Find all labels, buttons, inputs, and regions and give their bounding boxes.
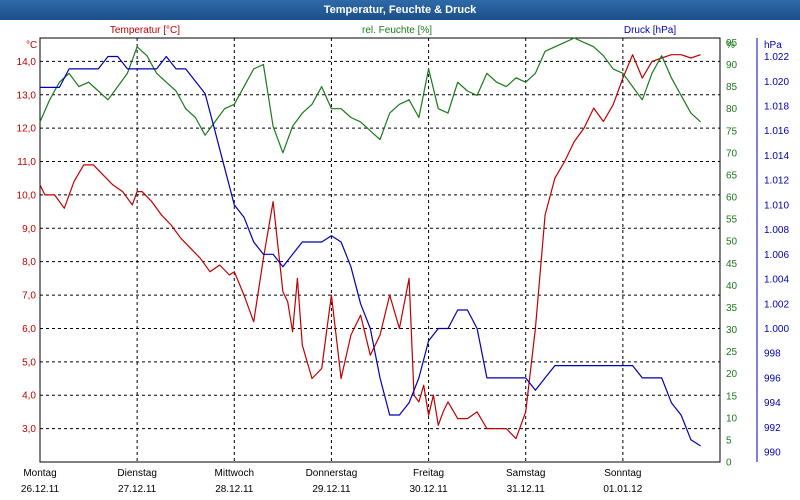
x-tick-day-label: Sonntag — [604, 468, 641, 479]
x-tick-day-label: Dienstag — [117, 468, 156, 479]
x-tick-day-label: Samstag — [506, 468, 545, 479]
x-tick-date-label: 27.12.11 — [118, 484, 157, 495]
pressure-tick-label: 1.014 — [764, 151, 789, 162]
pressure-tick-label: 992 — [764, 423, 781, 434]
humidity-tick-label: 0 — [726, 458, 732, 469]
pressure-tick-label: 1.008 — [764, 225, 789, 236]
pressure-tick-label: hPa — [764, 40, 782, 51]
pressure-series-line — [40, 55, 701, 447]
pressure-tick-label: 1.022 — [764, 52, 789, 63]
plot-frame — [39, 37, 721, 463]
x-tick-day-label: Mittwoch — [215, 468, 254, 479]
temperature-tick-label: 7,0 — [22, 291, 36, 302]
humidity-series-line — [39, 37, 702, 154]
pressure-tick-label: 998 — [764, 349, 781, 360]
humidity-tick-label: 70 — [726, 148, 738, 159]
humidity-tick-label: 30 — [726, 325, 738, 336]
temperature-series-line — [39, 54, 701, 440]
pressure-tick-label: 1.004 — [764, 275, 789, 286]
x-tick-date-label: 28.12.11 — [215, 484, 254, 495]
humidity-tick-label: 15 — [726, 391, 738, 402]
humidity-tick-label: 35 — [726, 303, 738, 314]
humidity-tick-label: % — [726, 40, 735, 51]
humidity-tick-label: 85 — [726, 82, 738, 93]
humidity-tick-label: 55 — [726, 215, 738, 226]
x-tick-date-label: 29.12.11 — [312, 484, 351, 495]
temperature-tick-label: 5,0 — [22, 357, 36, 368]
pressure-tick-label: 1.006 — [764, 250, 789, 261]
temperature-tick-label: 12,0 — [17, 124, 37, 135]
temperature-tick-label: 3,0 — [22, 424, 36, 435]
humidity-tick-label: 80 — [726, 104, 738, 115]
x-tick-day-label: Donnerstag — [306, 468, 358, 479]
chart-title: Temperatur, Feuchte & Druck — [0, 0, 800, 20]
temperature-tick-label: 9,0 — [22, 224, 36, 235]
pressure-tick-label: 994 — [764, 398, 781, 409]
x-tick-day-label: Freitag — [413, 468, 444, 479]
humidity-tick-label: 95 — [726, 38, 738, 49]
temperature-tick-label: 14,0 — [17, 57, 37, 68]
x-tick-date-label: 26.12.11 — [21, 484, 60, 495]
humidity-axis-title: rel. Feuchte [%] — [362, 25, 432, 36]
pressure-tick-label: 1.010 — [764, 200, 789, 211]
humidity-tick-label: 10 — [726, 413, 738, 424]
x-tick-date-label: 31.12.11 — [507, 484, 546, 495]
humidity-tick-label: 90 — [726, 60, 738, 71]
temperature-axis-title: Temperatur [°C] — [110, 25, 180, 36]
humidity-tick-label: 20 — [726, 369, 738, 380]
pressure-tick-label: 990 — [764, 448, 781, 459]
pressure-tick-label: 1.016 — [764, 126, 789, 137]
temperature-tick-label: 10,0 — [17, 190, 37, 201]
pressure-tick-label: 996 — [764, 373, 781, 384]
x-tick-date-label: 30.12.11 — [409, 484, 448, 495]
humidity-tick-label: 5 — [726, 435, 732, 446]
humidity-tick-label: 75 — [726, 126, 738, 137]
humidity-tick-label: 45 — [726, 259, 738, 270]
temperature-tick-label: 13,0 — [17, 90, 37, 101]
humidity-tick-label: 65 — [726, 170, 738, 181]
humidity-tick-label: 40 — [726, 281, 738, 292]
pressure-tick-label: 1.000 — [764, 324, 789, 335]
pressure-tick-label: 1.020 — [764, 77, 789, 88]
temperature-tick-label: 11,0 — [17, 157, 36, 168]
humidity-tick-label: 25 — [726, 347, 738, 358]
temperature-unit-label: °C — [26, 40, 37, 51]
pressure-axis-title: Druck [hPa] — [624, 25, 676, 36]
temperature-tick-label: 8,0 — [22, 257, 36, 268]
humidity-tick-label: 50 — [726, 237, 738, 248]
pressure-tick-label: 1.012 — [764, 176, 789, 187]
pressure-tick-label: 1.002 — [764, 299, 789, 310]
humidity-tick-label: 60 — [726, 193, 738, 204]
temperature-tick-label: 4,0 — [22, 391, 36, 402]
x-tick-date-label: 01.01.12 — [603, 484, 642, 495]
temperature-tick-label: 6,0 — [22, 324, 36, 335]
x-tick-day-label: Montag — [23, 468, 56, 479]
pressure-tick-label: 1.018 — [764, 101, 789, 112]
